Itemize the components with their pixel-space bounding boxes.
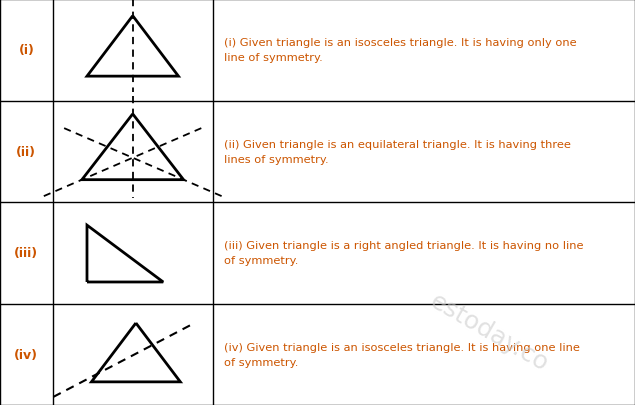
Text: (iii) Given triangle is a right angled triangle. It is having no line
of symmetr: (iii) Given triangle is a right angled t… [224, 241, 584, 266]
Text: (i) Given triangle is an isosceles triangle. It is having only one
line of symme: (i) Given triangle is an isosceles trian… [224, 38, 577, 63]
Text: (i): (i) [18, 44, 34, 57]
Text: (ii): (ii) [17, 145, 36, 158]
Text: estoday.co: estoday.co [425, 289, 552, 375]
Text: (iv): (iv) [15, 348, 38, 361]
Text: (iv) Given triangle is an isosceles triangle. It is having one line
of symmetry.: (iv) Given triangle is an isosceles tria… [224, 342, 580, 367]
Text: (ii) Given triangle is an equilateral triangle. It is having three
lines of symm: (ii) Given triangle is an equilateral tr… [224, 139, 571, 164]
Text: (iii): (iii) [15, 247, 38, 260]
